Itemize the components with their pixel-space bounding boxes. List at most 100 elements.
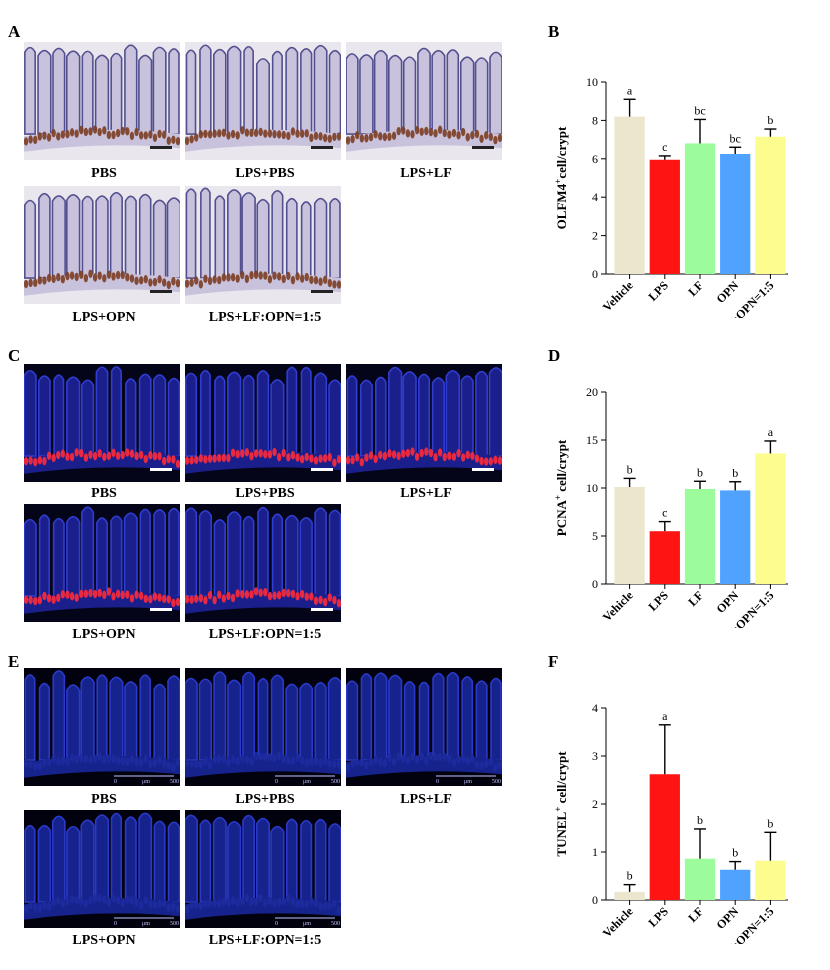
bar-vehicle — [614, 891, 645, 900]
y-tick-label: 10 — [586, 75, 598, 89]
crypt-cell — [272, 591, 277, 600]
crypt-cell — [83, 899, 89, 908]
villus-shape — [138, 373, 152, 457]
crypt-cell — [37, 596, 43, 605]
crypt-cell — [42, 276, 47, 285]
villus-shape — [360, 673, 373, 761]
crypt-cell — [309, 454, 314, 463]
crypt-cell — [189, 278, 194, 287]
villus-shape — [138, 54, 153, 135]
crypt-cell — [106, 754, 112, 763]
crypt-cell — [194, 133, 199, 142]
crypt-cell — [65, 757, 70, 766]
significance-letter: c — [662, 506, 667, 520]
villus-shape — [95, 195, 109, 279]
crypt-cell — [368, 133, 374, 142]
crypt-cell — [115, 589, 121, 599]
crypt-cell — [166, 761, 171, 770]
crypt-cell — [373, 755, 378, 765]
tissue-illustration — [346, 42, 502, 160]
villus-shape — [256, 817, 270, 903]
crypt-cell — [157, 451, 162, 461]
crypt-cell — [235, 274, 240, 283]
crypt-cell — [60, 590, 66, 599]
villus-shape — [153, 683, 166, 761]
crypt-cell — [125, 127, 130, 136]
micrograph-e-lps-opn: 0 μm 500 — [24, 810, 180, 928]
crypt-cell — [171, 763, 176, 772]
crypt-cell — [258, 893, 263, 903]
crypt-cell — [433, 129, 438, 138]
crypt-cell — [79, 270, 84, 280]
villus-shape — [185, 814, 198, 903]
villus-shape — [402, 371, 417, 457]
y-tick-label: 4 — [592, 701, 598, 715]
crypt-cell — [129, 755, 135, 764]
crypt-cell — [378, 757, 383, 766]
crypt-cell — [189, 456, 194, 465]
crypt-cell — [33, 903, 38, 912]
crypt-cell — [235, 756, 240, 766]
crypt-cell — [497, 761, 502, 770]
crypt-cell — [74, 755, 79, 764]
crypt-cell — [97, 894, 102, 903]
villus-shape — [52, 670, 66, 761]
crypt-cell — [175, 758, 180, 767]
crypt-cell — [276, 130, 282, 139]
crypt-cell — [212, 129, 217, 138]
villus-shape — [227, 821, 242, 903]
crypt-cell — [88, 450, 93, 459]
villus-shape — [300, 819, 313, 903]
crypt-cell — [56, 450, 61, 460]
crypt-cell — [299, 589, 305, 599]
villus-shape — [299, 682, 314, 761]
crypt-cell — [74, 896, 79, 905]
crypt-cell — [212, 755, 217, 764]
villus-shape — [227, 371, 242, 457]
villus-shape — [243, 45, 254, 135]
y-tick-label: 0 — [592, 893, 598, 907]
crypt-cell — [483, 131, 489, 140]
crypt-cell — [253, 270, 259, 280]
crypt-cell — [51, 453, 56, 463]
crypt-cell — [56, 757, 61, 766]
crypt-cell — [318, 277, 323, 286]
crypt-cell — [442, 128, 447, 138]
crypt-cell — [391, 450, 397, 459]
crypt-cell — [276, 591, 282, 600]
villus-shape — [299, 517, 313, 597]
crypt-cell — [46, 451, 52, 460]
crypt-cell — [373, 130, 378, 139]
villus-shape — [185, 188, 197, 279]
crypt-cell — [28, 900, 33, 910]
crypt-cell — [115, 270, 121, 280]
crypt-cell — [276, 452, 282, 462]
crypt-cell — [106, 270, 112, 279]
villus-shape — [346, 375, 358, 457]
crypt-cell — [46, 594, 52, 603]
villus-shape — [185, 507, 198, 597]
crypt-cell — [88, 127, 93, 136]
crypt-cell — [33, 596, 38, 606]
crypt-cell — [355, 757, 360, 766]
bar-lf-opn-1-5 — [755, 136, 786, 274]
crypt-cell — [134, 898, 139, 907]
crypt-cell — [460, 453, 466, 462]
micrograph-e-lps-lf-opn: 0 μm 500 — [185, 810, 341, 928]
villus-shape — [327, 677, 341, 761]
crypt-cell — [60, 449, 66, 458]
crypt-cell — [129, 274, 135, 283]
crypt-cell — [171, 902, 176, 911]
crypt-cell — [322, 454, 328, 463]
crypt-cell — [410, 130, 415, 139]
crypt-cell — [263, 450, 268, 459]
crypt-cell — [65, 452, 70, 461]
villus-shape — [328, 379, 341, 457]
crypt-cell — [322, 133, 328, 143]
bar-lps — [649, 531, 680, 584]
crypt-cell — [138, 591, 144, 601]
y-tick-label: 0 — [592, 267, 598, 281]
villus-shape — [285, 818, 298, 903]
crypt-cell — [419, 752, 424, 761]
crypt-cell — [56, 896, 61, 905]
